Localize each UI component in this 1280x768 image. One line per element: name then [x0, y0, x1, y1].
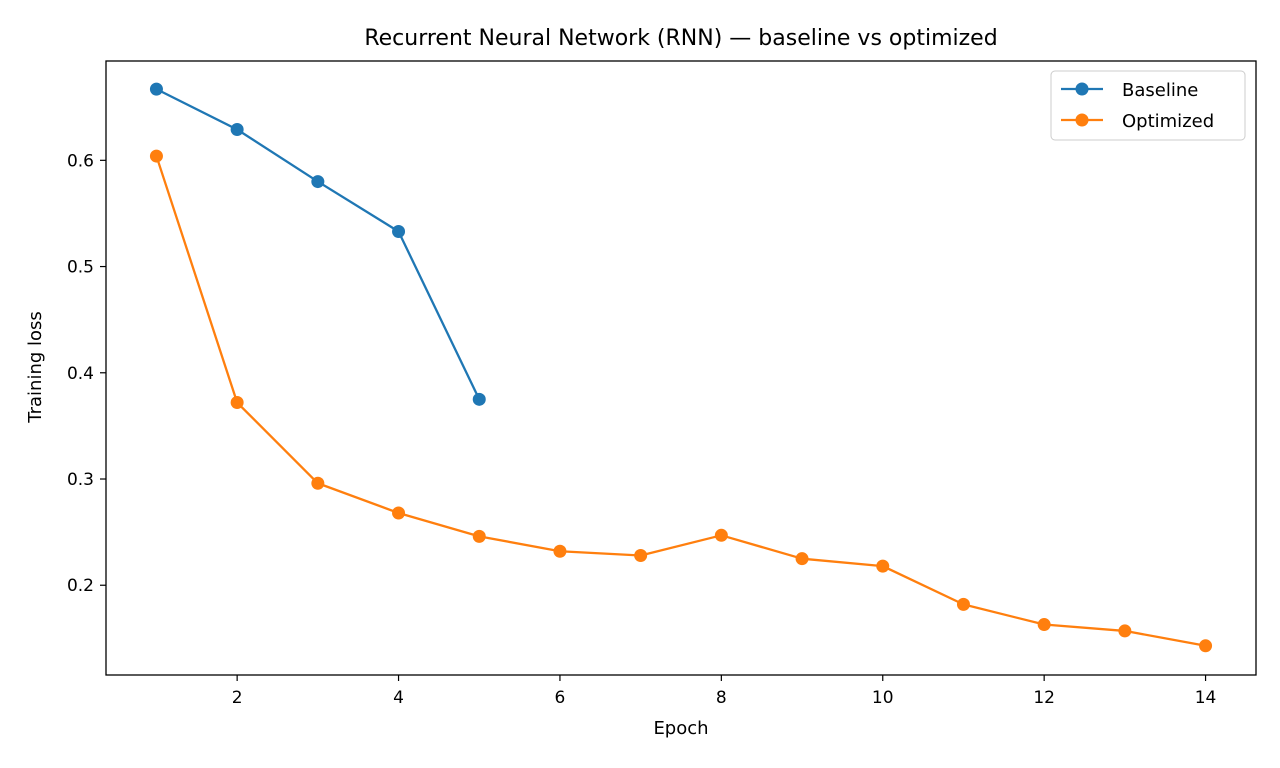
legend-marker [1075, 113, 1089, 127]
data-point-optimized [1118, 624, 1132, 638]
data-point-optimized [553, 544, 567, 558]
legend-label: Optimized [1122, 111, 1214, 132]
data-point-optimized [795, 552, 809, 566]
data-point-optimized [230, 396, 244, 410]
x-axis-ticks: 2 4 6 8 10 12 14 [232, 675, 1217, 708]
chart-title: Recurrent Neural Network (RNN) — baselin… [364, 26, 997, 51]
x-tick-label: 4 [393, 688, 404, 708]
x-tick-label: 2 [232, 688, 243, 708]
data-point-optimized [1199, 639, 1213, 653]
legend: Baseline Optimized [1050, 70, 1246, 141]
series-line-optimized [155, 155, 1206, 647]
y-tick-label: 0.4 [67, 364, 94, 384]
y-axis-label: Training loss [25, 311, 46, 424]
y-tick-label: 0.6 [67, 151, 94, 171]
data-point-optimized [392, 506, 406, 520]
data-point-baseline [311, 175, 325, 189]
x-axis-label: Epoch [653, 718, 708, 739]
data-point-optimized [634, 548, 648, 562]
legend-marker [1075, 82, 1089, 96]
legend-item-baseline: Baseline [1061, 80, 1198, 101]
legend-label: Baseline [1122, 80, 1198, 101]
x-tick-label: 10 [872, 688, 894, 708]
data-point-optimized [1037, 618, 1051, 632]
plot-frame [105, 60, 1257, 676]
data-point-baseline [230, 123, 244, 137]
series-optimized [149, 149, 1213, 653]
data-point-optimized [472, 529, 486, 543]
data-point-optimized [876, 559, 890, 573]
data-point-optimized [714, 528, 728, 542]
series-layer [149, 82, 1213, 653]
legend-item-optimized: Optimized [1061, 111, 1214, 132]
data-point-baseline [472, 392, 486, 406]
data-point-baseline [149, 82, 163, 96]
x-tick-label: 8 [716, 688, 727, 708]
x-tick-label: 14 [1195, 688, 1217, 708]
data-point-optimized [311, 476, 325, 490]
data-point-optimized [149, 149, 163, 163]
data-point-baseline [392, 224, 406, 238]
x-tick-label: 12 [1033, 688, 1055, 708]
data-point-optimized [956, 597, 970, 611]
y-axis-ticks: 0.2 0.3 0.4 0.5 0.6 [67, 151, 106, 596]
y-tick-label: 0.5 [67, 258, 94, 278]
y-tick-label: 0.2 [67, 576, 94, 596]
y-tick-label: 0.3 [67, 470, 94, 490]
series-baseline [149, 82, 486, 406]
x-tick-label: 6 [555, 688, 566, 708]
